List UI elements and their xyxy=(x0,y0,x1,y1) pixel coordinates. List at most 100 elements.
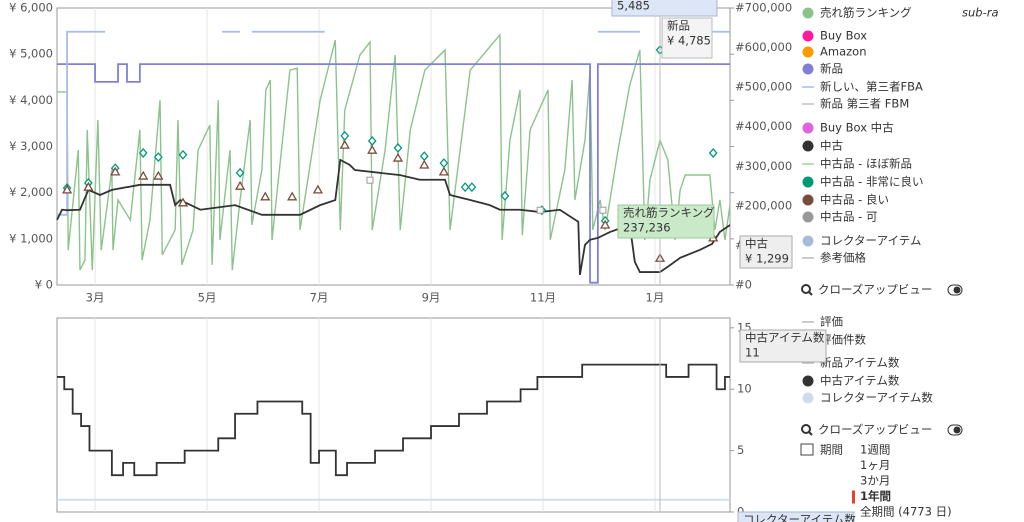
diamond-marker xyxy=(500,190,510,201)
triangle-marker xyxy=(260,191,271,201)
legend-label[interactable]: Amazon xyxy=(820,45,866,59)
triangle-marker xyxy=(287,191,298,201)
period-option[interactable]: 1ヶ月 xyxy=(860,458,890,472)
tooltip-text: 11 xyxy=(745,346,760,360)
diamond-marker xyxy=(460,182,470,193)
legend-label[interactable]: 新品 第三者 FBM xyxy=(820,97,909,111)
tooltip-text: 新品 xyxy=(667,19,690,33)
toggle-knob[interactable] xyxy=(953,286,961,294)
y-tick-label: ¥ 6,000 xyxy=(9,1,53,15)
magnifier-handle[interactable] xyxy=(808,431,813,436)
legend-label[interactable]: 参考価格 xyxy=(820,251,866,265)
triangle-marker xyxy=(61,184,73,194)
toggle-label[interactable]: クローズアップビュー xyxy=(818,423,932,437)
legend-label[interactable]: 新しい、第三者FBA xyxy=(820,80,923,94)
tooltip-text: 5,485 xyxy=(617,0,650,13)
tooltip-text: ¥ 1,299 xyxy=(745,252,789,266)
diamond-marker xyxy=(467,182,477,193)
legend-label[interactable]: 中古 xyxy=(820,139,843,153)
legend-icon[interactable] xyxy=(802,375,814,387)
legend-label[interactable]: 中古品 - ほぼ新品 xyxy=(820,157,912,171)
magnifier[interactable] xyxy=(801,284,811,294)
y2-tick-label: #0 xyxy=(735,278,752,292)
tooltip-text: 中古アイテム数 xyxy=(745,331,825,345)
legend-label[interactable]: 中古品 - 良い xyxy=(820,193,889,207)
tooltip-text: 237,236 xyxy=(623,221,671,235)
sort-label[interactable]: sub-ra xyxy=(962,6,999,20)
triangle-marker xyxy=(234,180,246,190)
legend-label[interactable]: Buy Box xyxy=(820,29,867,43)
legend-label[interactable]: 中古アイテム数 xyxy=(820,374,900,388)
tooltip-box xyxy=(611,0,718,17)
legend-icon[interactable] xyxy=(802,30,814,42)
legend-label[interactable]: 新品 xyxy=(820,62,843,76)
square-marker xyxy=(366,176,374,184)
series-line xyxy=(56,158,731,275)
tooltip-text: ¥ 4,785 xyxy=(667,34,711,48)
upper-plot-frame xyxy=(56,7,731,286)
y2-tick-label: #500,000 xyxy=(735,80,792,94)
x-tick-label: 9月 xyxy=(422,291,441,305)
triangle-marker xyxy=(312,184,324,194)
y-tick-label: ¥ 3,000 xyxy=(9,139,53,153)
y-tick-label: ¥ 5,000 xyxy=(9,47,53,61)
square-marker xyxy=(599,206,607,214)
legend-icon[interactable] xyxy=(802,194,814,206)
legend-icon[interactable] xyxy=(802,46,814,58)
y2-tick-label: #400,000 xyxy=(735,119,792,133)
legend-icon[interactable] xyxy=(802,176,814,188)
legend-label[interactable]: コレクターアイテム数 xyxy=(820,391,933,405)
period-label: 期間 xyxy=(820,443,843,457)
period-option[interactable]: 1年間 xyxy=(860,489,891,503)
tooltip-box xyxy=(617,204,715,239)
lower-plot-frame xyxy=(56,317,731,513)
period-option[interactable]: 全期間 (4773 日) xyxy=(860,505,952,519)
legend-label[interactable]: 評価件数 xyxy=(820,333,866,347)
triangle-marker xyxy=(438,166,450,176)
period-option[interactable]: 3か月 xyxy=(860,474,890,488)
magnifier-handle[interactable] xyxy=(808,291,813,296)
legend-icon[interactable] xyxy=(802,392,814,404)
diamond-marker xyxy=(178,149,188,160)
square-marker xyxy=(536,206,544,214)
triangle-marker xyxy=(419,159,430,169)
y2-tick-label: #200,000 xyxy=(735,198,792,212)
x-tick-label: 7月 xyxy=(310,291,329,305)
axes: 051015 xyxy=(94,318,752,519)
diamond-marker xyxy=(138,147,148,158)
diamond-marker xyxy=(235,167,245,178)
series-line xyxy=(57,63,730,284)
legend-label[interactable]: 評価 xyxy=(820,315,843,329)
y-tick-label: ¥ 4,000 xyxy=(9,93,53,107)
y-tick-label: ¥ 1,000 xyxy=(9,231,53,245)
x-tick-label: 3月 xyxy=(86,291,105,305)
tooltip-box xyxy=(737,511,855,522)
legend-label[interactable]: 新品アイテム数 xyxy=(820,356,900,370)
tooltip-text: 中古 xyxy=(745,237,768,251)
legend-icon[interactable] xyxy=(802,63,814,75)
magnifier[interactable] xyxy=(801,424,811,434)
period-option[interactable]: 1週間 xyxy=(860,443,890,457)
legend-icon[interactable] xyxy=(802,211,814,223)
toggle-label[interactable]: クローズアップビュー xyxy=(818,283,932,297)
legend-icon[interactable] xyxy=(802,235,814,247)
diamond-marker xyxy=(708,147,718,158)
triangle-marker xyxy=(600,219,611,229)
x-tick-label: 11月 xyxy=(530,291,556,305)
legend-icon[interactable] xyxy=(802,122,814,134)
legend-label[interactable]: 中古品 - 非常に良い xyxy=(820,175,923,189)
triangle-marker xyxy=(367,144,378,154)
legend-label[interactable]: Buy Box 中古 xyxy=(820,121,894,135)
legend-icon[interactable] xyxy=(802,7,814,19)
toggle-knob[interactable] xyxy=(953,426,961,434)
legend-label[interactable]: 中古品 - 可 xyxy=(820,210,877,224)
triangle-marker xyxy=(339,139,350,149)
tooltip-box xyxy=(739,329,827,363)
x-tick-label: 5月 xyxy=(198,291,217,305)
tooltip-box xyxy=(739,235,793,269)
tooltip-box xyxy=(661,17,713,59)
legend-icon[interactable] xyxy=(802,140,814,152)
legend-label[interactable]: コレクターアイテム xyxy=(820,234,921,248)
legend-label[interactable]: 売れ筋ランキング xyxy=(820,6,912,20)
